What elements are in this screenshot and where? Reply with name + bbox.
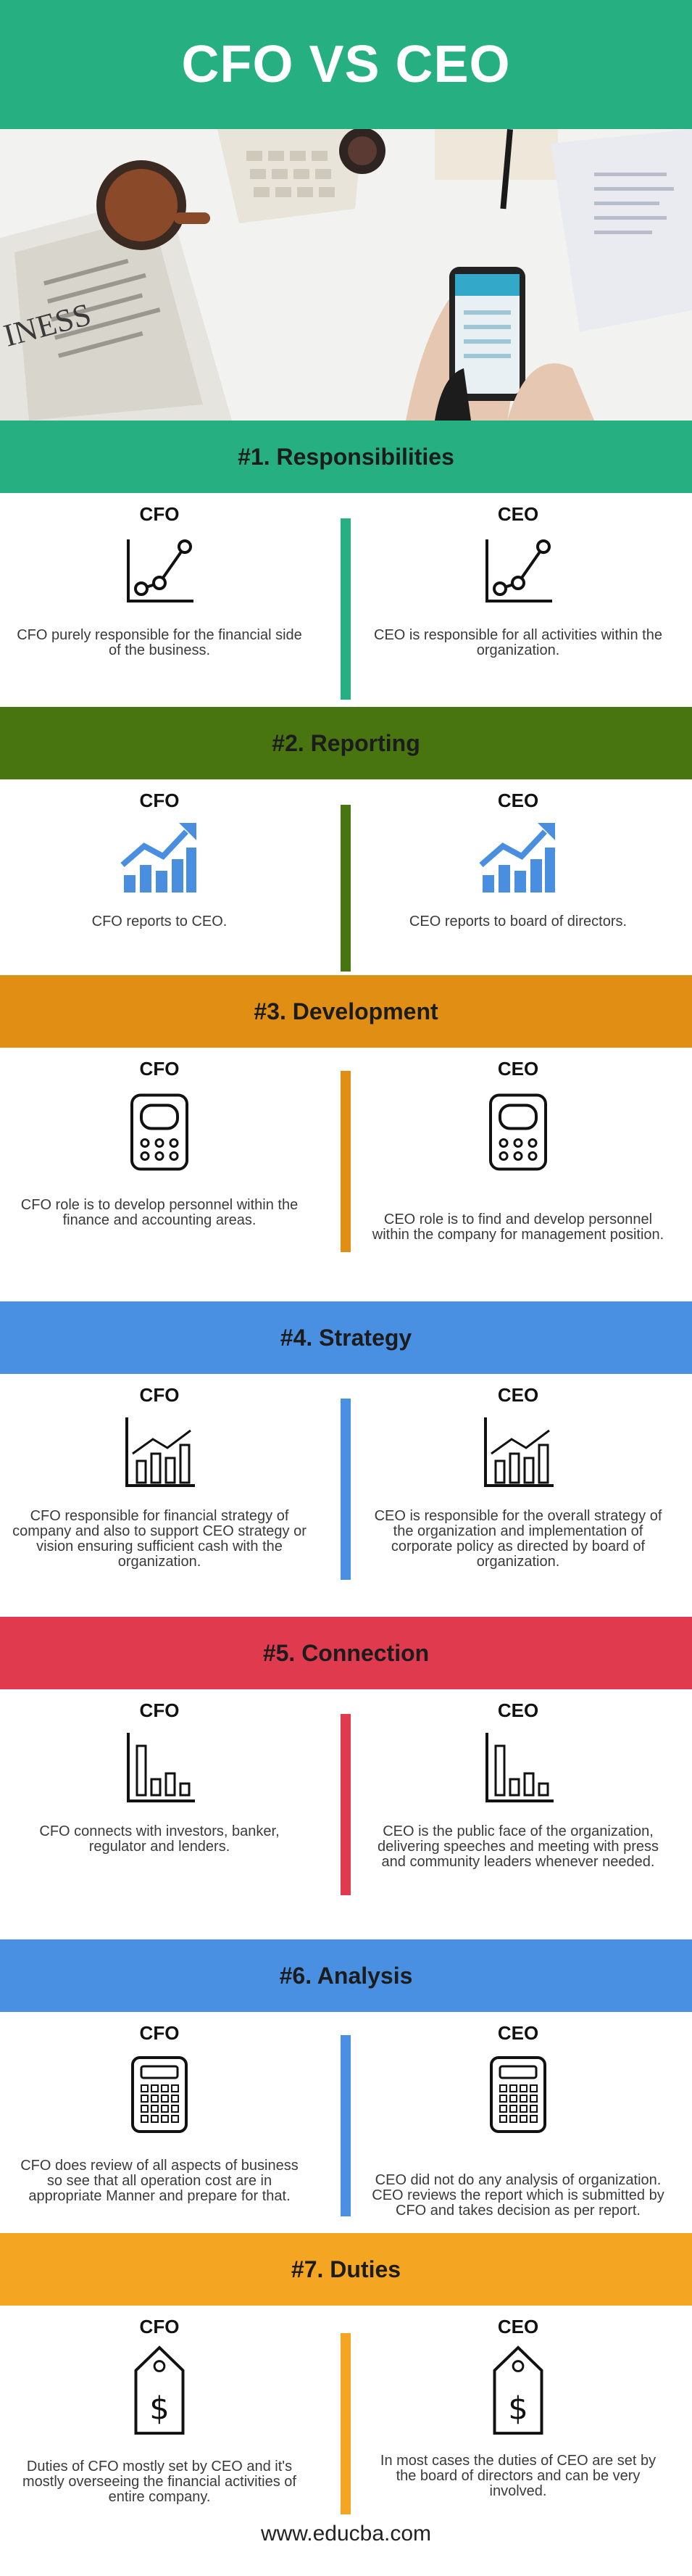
- section-divider: [341, 1399, 351, 1580]
- section-divider: [341, 805, 351, 972]
- cfo-description: CFO connects with investors, banker, reg…: [39, 1823, 280, 1855]
- section-heading-text: #5. Connection: [262, 1639, 430, 1666]
- bar-trend-icon: [484, 1417, 554, 1487]
- section-divider: [341, 518, 351, 700]
- cfo-description: CFO purely responsible for the financial…: [17, 627, 302, 658]
- section-heading-strategy: #4. Strategy: [0, 1301, 692, 1374]
- device-icon: [489, 1093, 547, 1171]
- cfo-description: Duties of CFO mostly set by CEO and it's…: [22, 2459, 296, 2505]
- section-divider: [341, 1071, 351, 1252]
- ceo-description: CEO did not do any analysis of organizat…: [372, 2172, 664, 2219]
- ceo-column: CEO CEO is responsible for the overall s…: [359, 1374, 678, 1570]
- cfo-description: CFO reports to CEO.: [91, 914, 228, 929]
- cfo-label: CFO: [139, 790, 180, 811]
- desk-photo-illustration: INESS: [0, 129, 692, 421]
- cfo-column: CFO CFO responsible for financial strate…: [0, 1374, 319, 1570]
- section-heading-text: #2. Reporting: [272, 729, 420, 756]
- cfo-label: CFO: [139, 1384, 180, 1406]
- section-connection: CFO CFO connects with investors, banker,…: [0, 1689, 692, 1939]
- ceo-description: CEO is responsible for the overall strat…: [374, 1508, 662, 1570]
- section-strategy: CFO CFO responsible for financial strate…: [0, 1374, 692, 1617]
- section-heading-development: #3. Development: [0, 975, 692, 1048]
- cfo-label: CFO: [139, 503, 180, 525]
- section-heading-duties: #7. Duties: [0, 2233, 692, 2306]
- line-chart-icon: [127, 539, 193, 602]
- line-chart-icon: [485, 539, 552, 602]
- price-tag-icon: $: [493, 2345, 543, 2435]
- ceo-description: CEO role is to find and develop personne…: [372, 1212, 664, 1243]
- growth-bars-icon: [479, 823, 555, 893]
- ceo-label: CEO: [497, 1384, 539, 1406]
- ceo-description: CEO reports to board of directors.: [409, 914, 628, 929]
- section-reporting: CFO CFO reports to CEO. CEO CEO reports …: [0, 779, 692, 975]
- svg-text:$: $: [149, 2390, 170, 2427]
- cfo-column: CFO CFO reports to CEO.: [0, 779, 319, 929]
- cfo-column: CFO CFO does review of all aspects of bu…: [0, 2012, 319, 2204]
- section-divider: [341, 2035, 351, 2216]
- bar-chart-icon: [485, 1733, 554, 1802]
- cfo-description: CFO does review of all aspects of busine…: [20, 2158, 299, 2204]
- section-responsibilities: CFO CFO purely responsible for the finan…: [0, 493, 692, 707]
- ceo-label: CEO: [497, 790, 539, 811]
- ceo-column: CEO CEO did not do any analysis of organ…: [359, 2012, 678, 2219]
- section-divider: [341, 2333, 351, 2514]
- section-heading-text: #4. Strategy: [280, 1324, 412, 1351]
- section-heading-text: #3. Development: [254, 998, 438, 1024]
- cfo-label: CFO: [139, 1058, 180, 1080]
- section-heading-analysis: #6. Analysis: [0, 1939, 692, 2012]
- section-heading-text: #6. Analysis: [279, 1962, 413, 1989]
- ceo-column: CEO CEO is the public face of the organi…: [359, 1689, 678, 1870]
- ceo-label: CEO: [497, 503, 539, 525]
- section-heading-responsibilities: #1. Responsibilities: [0, 421, 692, 493]
- section-divider: [341, 1714, 351, 1895]
- ceo-column: CEO CEO role is to find and develop pers…: [359, 1048, 678, 1243]
- ceo-column: CEO $ In most cases the duties of CEO ar…: [359, 2306, 678, 2499]
- price-tag-icon: $: [134, 2345, 185, 2435]
- section-development: CFO CFO role is to develop personnel wit…: [0, 1048, 692, 1301]
- cfo-column: CFO $ Duties of CFO mostly set by CEO an…: [0, 2306, 319, 2505]
- ceo-description: CEO is the public face of the organizati…: [378, 1823, 659, 1870]
- growth-bars-icon: [120, 823, 196, 893]
- cfo-column: CFO CFO connects with investors, banker,…: [0, 1689, 319, 1855]
- ceo-column: CEO CEO is responsible for all activitie…: [359, 493, 678, 658]
- footer-website[interactable]: www.educba.com: [260, 2522, 432, 2546]
- section-duties: CFO $ Duties of CFO mostly set by CEO an…: [0, 2306, 692, 2516]
- ceo-label: CEO: [497, 1058, 539, 1080]
- device-icon: [130, 1093, 188, 1171]
- cfo-description: CFO role is to develop personnel within …: [20, 1197, 299, 1228]
- bar-chart-icon: [127, 1733, 195, 1802]
- ceo-column: CEO CEO reports to board of directors.: [359, 779, 678, 929]
- ceo-description: In most cases the duties of CEO are set …: [380, 2453, 656, 2499]
- cfo-label: CFO: [139, 1699, 180, 1721]
- calculator-icon: [490, 2056, 546, 2133]
- cfo-column: CFO CFO purely responsible for the finan…: [0, 493, 319, 658]
- calculator-icon: [131, 2056, 188, 2133]
- ceo-label: CEO: [497, 1699, 539, 1721]
- section-analysis: CFO CFO does review of all aspects of bu…: [0, 2012, 692, 2233]
- cfo-description: CFO responsible for financial strategy o…: [12, 1508, 307, 1570]
- svg-text:$: $: [508, 2390, 528, 2427]
- ceo-label: CEO: [497, 2022, 539, 2044]
- section-heading-text: #1. Responsibilities: [238, 443, 454, 470]
- hero-photo: INESS: [0, 129, 692, 421]
- ceo-description: CEO is responsible for all activities wi…: [374, 627, 662, 658]
- cfo-column: CFO CFO role is to develop personnel wit…: [0, 1048, 319, 1228]
- section-heading-text: #7. Duties: [291, 2256, 401, 2282]
- section-heading-reporting: #2. Reporting: [0, 707, 692, 779]
- bar-trend-icon: [125, 1417, 195, 1487]
- page-title: CFO VS CEO: [181, 36, 511, 94]
- ceo-label: CEO: [497, 2316, 539, 2337]
- header-banner: CFO VS CEO: [0, 0, 692, 129]
- section-heading-connection: #5. Connection: [0, 1617, 692, 1689]
- cfo-label: CFO: [139, 2022, 180, 2044]
- cfo-label: CFO: [139, 2316, 180, 2337]
